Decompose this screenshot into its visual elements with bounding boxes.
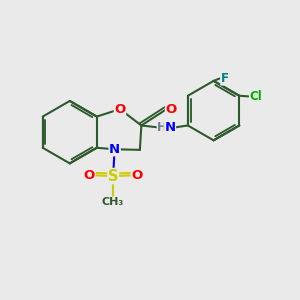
Text: O: O bbox=[114, 103, 126, 116]
Text: H: H bbox=[157, 121, 167, 134]
Text: S: S bbox=[108, 169, 119, 184]
Text: N: N bbox=[164, 121, 175, 134]
Text: O: O bbox=[84, 169, 95, 182]
Text: O: O bbox=[166, 103, 177, 116]
Text: O: O bbox=[131, 169, 142, 182]
Text: Cl: Cl bbox=[250, 90, 262, 103]
Text: F: F bbox=[221, 72, 229, 85]
Text: N: N bbox=[109, 143, 120, 156]
Text: CH₃: CH₃ bbox=[102, 197, 124, 207]
